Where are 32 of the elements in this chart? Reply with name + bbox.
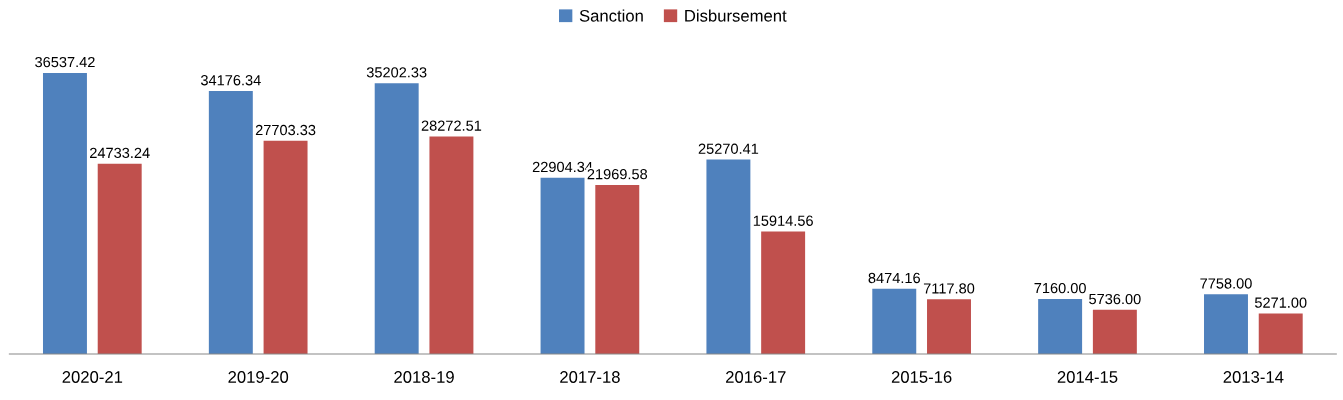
data-label: 7758.00 [1200, 278, 1252, 289]
data-label: 28272.51 [421, 120, 482, 131]
bar [595, 184, 640, 354]
legend-label: Disbursement [685, 9, 787, 22]
data-label: 24733.24 [90, 147, 150, 159]
bar [872, 288, 917, 354]
x-tick-label: 2017-18 [560, 371, 620, 383]
data-label: 15914.56 [753, 215, 813, 226]
data-label: 7117.80 [923, 283, 975, 294]
bar [1092, 309, 1137, 354]
data-label: 34176.34 [200, 75, 261, 86]
x-tick-label: 2013-14 [1223, 371, 1284, 383]
data-label: 8474.16 [868, 272, 920, 284]
data-label: 7160.00 [1034, 282, 1086, 294]
x-tick-label: 2016-17 [726, 371, 786, 383]
data-label: 5271.00 [1254, 297, 1307, 308]
data-label: 36537.42 [35, 56, 95, 68]
data-label: 5736.00 [1089, 293, 1141, 305]
x-tick-label: 2018-19 [394, 371, 454, 383]
x-tick-label: 2019-20 [228, 371, 289, 383]
bar [97, 163, 142, 354]
bar [263, 140, 308, 354]
data-label: 35202.33 [366, 67, 427, 78]
bar [540, 177, 585, 354]
bar [1038, 298, 1083, 354]
bar [42, 72, 87, 354]
data-label: 27703.33 [255, 124, 316, 136]
data-label: 25270.41 [698, 143, 759, 154]
x-tick-label: 2014-15 [1057, 371, 1118, 383]
x-tick-label: 2020-21 [62, 371, 123, 383]
x-tick-label: 2015-16 [891, 371, 952, 383]
legend-label: Sanction [579, 9, 643, 22]
